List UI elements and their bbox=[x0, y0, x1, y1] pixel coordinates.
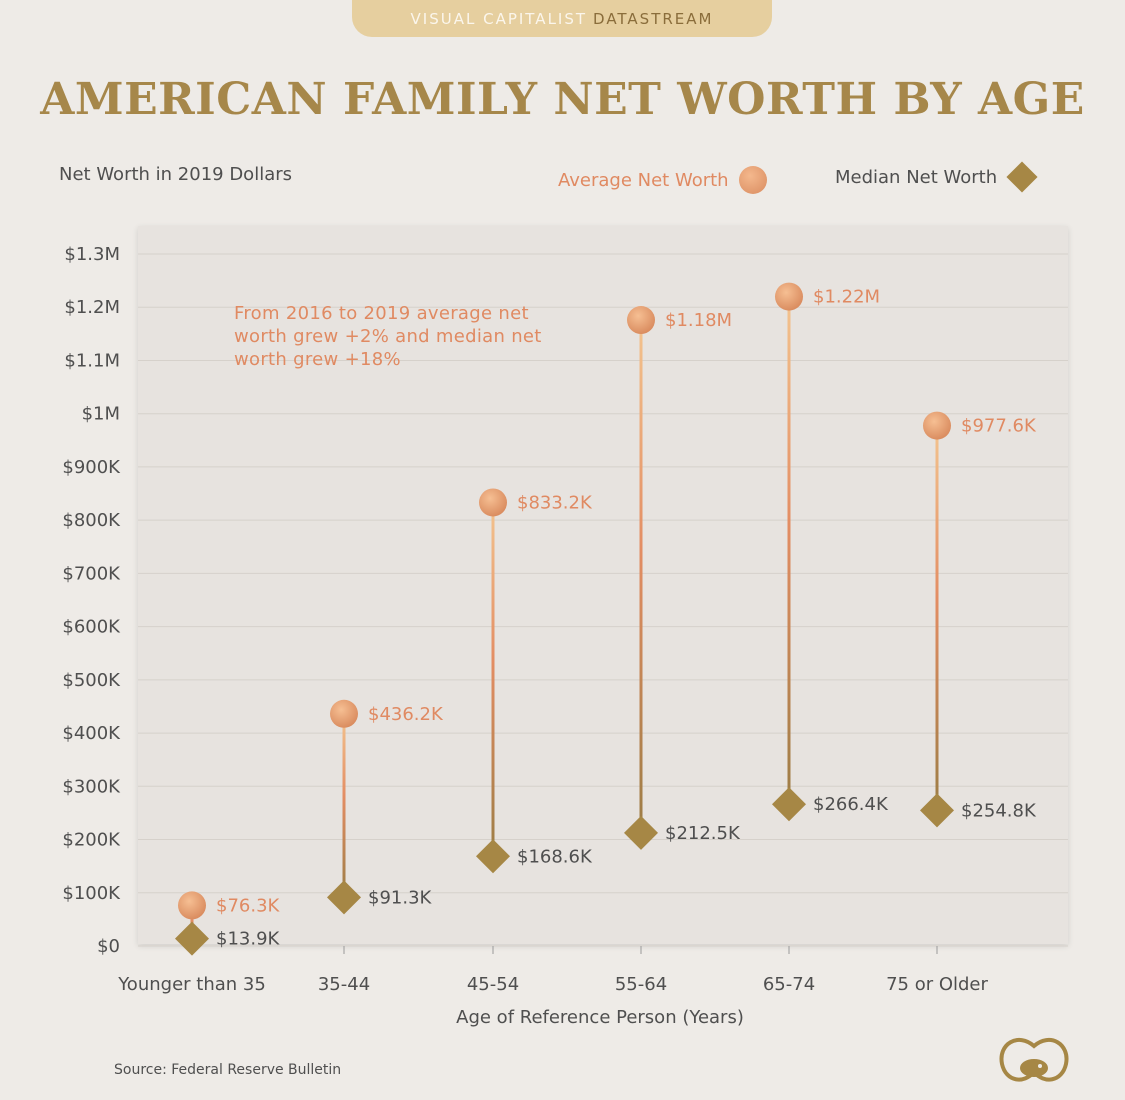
y-tick-label: $1.2M bbox=[64, 297, 120, 318]
average-data-label: $1.18M bbox=[665, 310, 732, 331]
median-data-label: $212.5K bbox=[665, 823, 741, 844]
y-tick-label: $200K bbox=[62, 830, 121, 851]
y-tick-label: $100K bbox=[62, 883, 121, 904]
y-tick-label: $800K bbox=[62, 510, 121, 531]
x-tick-label: 65-74 bbox=[763, 974, 815, 995]
x-tick-label: 45-54 bbox=[467, 974, 519, 995]
brand-banner: VISUAL CAPITALIST DATASTREAM bbox=[352, 0, 772, 37]
median-data-label: $266.4K bbox=[813, 794, 889, 815]
legend-average-label: Average Net Worth bbox=[558, 169, 729, 191]
average-data-label: $977.6K bbox=[961, 416, 1037, 437]
average-point bbox=[923, 411, 951, 440]
dumbbell-stem bbox=[787, 296, 791, 805]
brand-name: VISUAL CAPITALIST bbox=[410, 9, 588, 28]
chart-subtitle: Net Worth in 2019 Dollars bbox=[59, 164, 293, 185]
x-axis-label: Age of Reference Person (Years) bbox=[456, 1007, 744, 1028]
average-data-label: $1.22M bbox=[813, 287, 880, 308]
average-point bbox=[330, 699, 358, 728]
y-tick-label: $500K bbox=[62, 670, 121, 691]
median-point bbox=[327, 880, 361, 915]
y-tick-label: $300K bbox=[62, 776, 121, 797]
average-point bbox=[627, 306, 655, 335]
average-point bbox=[178, 891, 206, 920]
dumbbell-stem bbox=[935, 425, 939, 811]
x-tick-label: Younger than 35 bbox=[117, 974, 266, 995]
legend-median: Median Net Worth bbox=[835, 161, 1038, 193]
average-data-label: $833.2K bbox=[517, 492, 593, 513]
x-tick-label: 35-44 bbox=[318, 974, 370, 995]
dumbbell-stem bbox=[639, 320, 643, 833]
legend-circle-icon bbox=[738, 166, 767, 194]
chart-annotation: From 2016 to 2019 average net worth grew… bbox=[234, 303, 542, 370]
y-tick-label: $1.1M bbox=[64, 350, 120, 371]
average-point bbox=[479, 488, 507, 517]
y-tick-label: $0 bbox=[97, 936, 120, 957]
average-data-label: $76.3K bbox=[216, 895, 281, 916]
median-point bbox=[476, 839, 510, 874]
median-point bbox=[624, 815, 658, 850]
y-tick-label: $600K bbox=[62, 617, 121, 638]
average-data-label: $436.2K bbox=[368, 704, 444, 725]
x-tick-label: 75 or Older bbox=[886, 974, 988, 995]
source-note: Source: Federal Reserve Bulletin bbox=[114, 1062, 342, 1078]
y-tick-label: $900K bbox=[62, 457, 121, 478]
y-tick-label: $400K bbox=[62, 723, 121, 744]
x-tick-label: 55-64 bbox=[615, 974, 667, 995]
y-tick-label: $1M bbox=[82, 404, 120, 425]
brand-product: DATASTREAM bbox=[593, 9, 714, 28]
median-data-label: $13.9K bbox=[216, 929, 281, 950]
legend-average: Average Net Worth bbox=[558, 166, 767, 194]
y-tick-label: $1.3M bbox=[64, 244, 120, 265]
visual-capitalist-logo-icon bbox=[999, 1038, 1069, 1082]
average-point bbox=[775, 282, 803, 311]
median-point bbox=[920, 793, 954, 828]
median-data-label: $91.3K bbox=[368, 887, 433, 908]
median-point bbox=[175, 921, 209, 956]
y-tick-label: $700K bbox=[62, 563, 121, 584]
legend-median-label: Median Net Worth bbox=[835, 166, 998, 188]
dumbbell-stem bbox=[491, 502, 495, 857]
chart-title: AMERICAN FAMILY NET WORTH BY AGE bbox=[40, 74, 1085, 125]
median-data-label: $168.6K bbox=[517, 846, 593, 867]
median-point bbox=[772, 787, 806, 822]
dumbbell-stem bbox=[342, 713, 346, 898]
plot-area bbox=[138, 226, 1068, 944]
median-data-label: $254.8K bbox=[961, 800, 1037, 821]
